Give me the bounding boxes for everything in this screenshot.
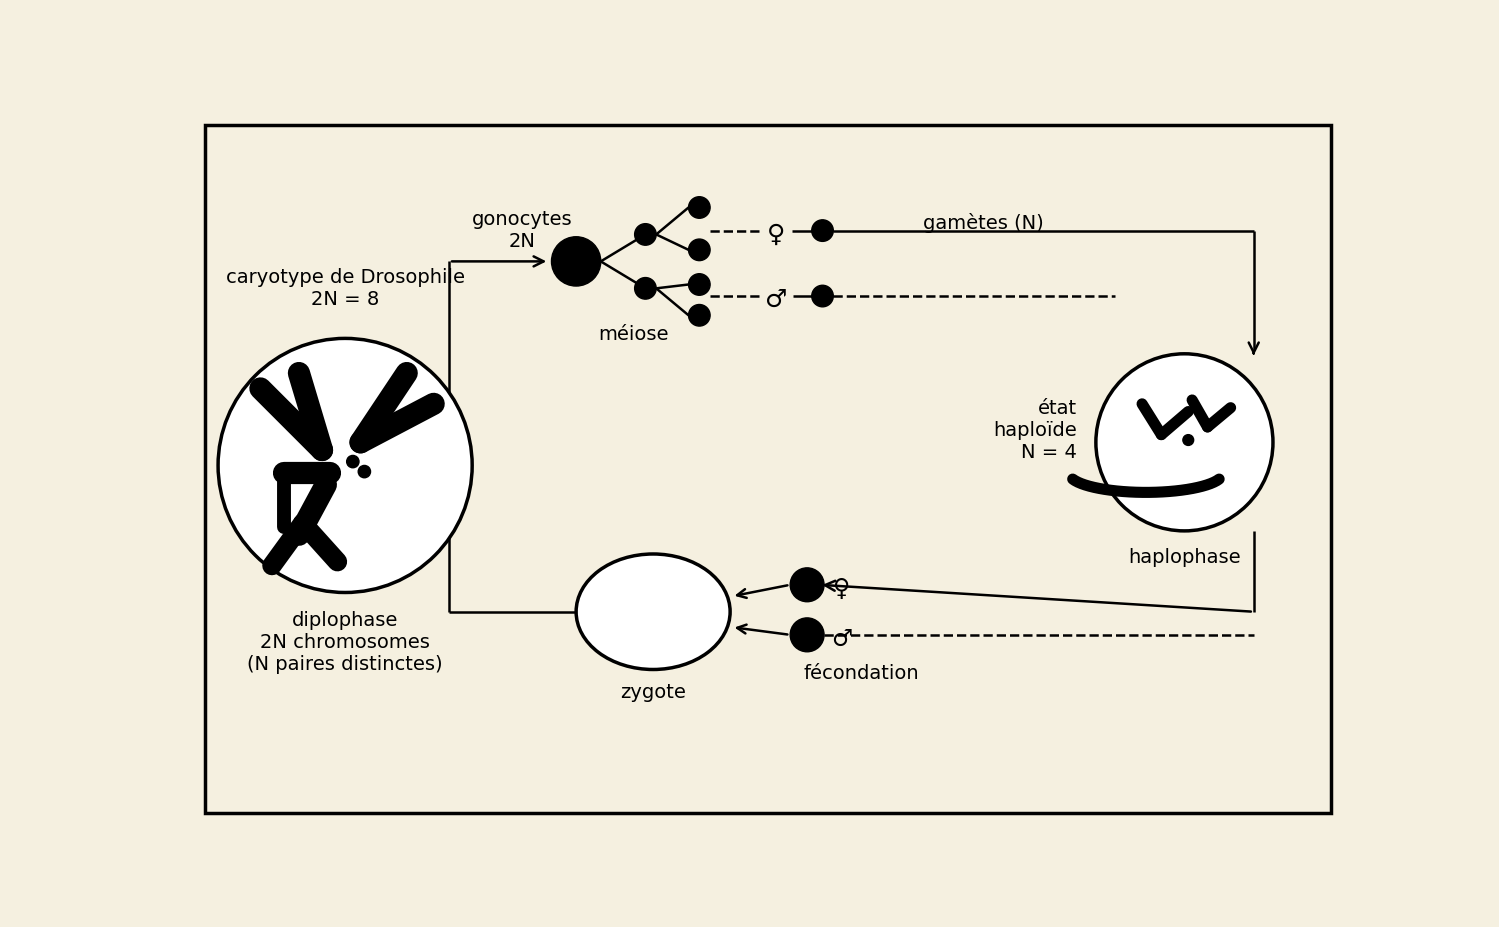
Circle shape (790, 568, 824, 602)
Text: diplophase
2N chromosomes
(N paires distinctes): diplophase 2N chromosomes (N paires dist… (247, 611, 442, 674)
Circle shape (688, 304, 711, 326)
Text: gamètes (N): gamètes (N) (922, 213, 1043, 233)
Circle shape (688, 197, 711, 218)
Text: méiose: méiose (598, 325, 669, 344)
Text: fécondation: fécondation (803, 664, 919, 683)
Circle shape (1183, 435, 1193, 445)
Text: état
haploïde
N = 4: état haploïde N = 4 (992, 400, 1076, 463)
Text: ♀: ♀ (767, 222, 785, 247)
Circle shape (688, 273, 711, 296)
Circle shape (346, 455, 358, 468)
Text: ♂: ♂ (832, 627, 853, 651)
Circle shape (688, 239, 711, 260)
Circle shape (217, 338, 472, 592)
Text: ♂: ♂ (764, 288, 787, 311)
Circle shape (634, 277, 657, 299)
Text: gonocytes
2N: gonocytes 2N (472, 210, 573, 251)
Circle shape (634, 223, 657, 246)
Text: ♀: ♀ (833, 577, 850, 601)
Ellipse shape (576, 554, 730, 669)
Text: haplophase: haplophase (1129, 549, 1241, 567)
Circle shape (552, 236, 601, 286)
Text: caryotype de Drosophile
2N = 8: caryotype de Drosophile 2N = 8 (226, 268, 465, 309)
Text: zygote: zygote (621, 683, 687, 702)
Circle shape (358, 465, 370, 477)
Circle shape (812, 286, 833, 307)
Circle shape (812, 220, 833, 241)
Circle shape (790, 618, 824, 652)
Circle shape (1096, 354, 1273, 531)
